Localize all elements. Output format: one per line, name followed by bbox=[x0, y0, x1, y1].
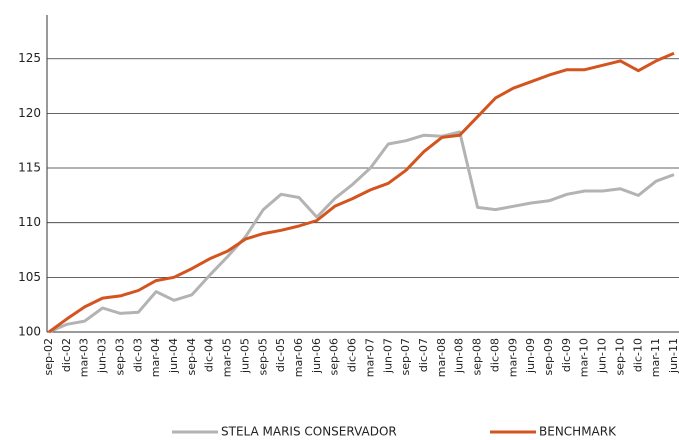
x-tick-label: sep-07 bbox=[399, 338, 412, 375]
x-tick-label: mar-05 bbox=[221, 338, 234, 377]
x-tick-label: mar-11 bbox=[649, 338, 662, 377]
x-tick-label: mar-06 bbox=[292, 338, 305, 377]
x-tick-label: jun-07 bbox=[381, 338, 394, 374]
x-tick-label: sep-10 bbox=[613, 338, 626, 375]
x-tick-label: dic-04 bbox=[203, 338, 216, 372]
x-tick-label: dic-05 bbox=[274, 338, 287, 372]
y-tick-label: 125 bbox=[18, 51, 41, 65]
x-tick-label: jun-10 bbox=[596, 338, 609, 374]
x-tick-label: dic-07 bbox=[417, 338, 430, 372]
x-tick-label: sep-03 bbox=[113, 338, 126, 375]
y-tick-label: 100 bbox=[18, 325, 41, 339]
legend-label: STELA MARIS CONSERVADOR bbox=[221, 425, 397, 439]
x-tick-label: sep-04 bbox=[185, 338, 198, 375]
x-tick-label: dic-09 bbox=[560, 338, 573, 372]
x-tick-label: sep-02 bbox=[42, 338, 55, 375]
x-tick-label: dic-08 bbox=[488, 338, 501, 372]
x-tick-label: sep-08 bbox=[471, 338, 484, 375]
series-line bbox=[48, 130, 675, 334]
y-tick-label: 120 bbox=[18, 106, 41, 120]
x-tick-label: jun-06 bbox=[310, 338, 323, 374]
x-tick-label: jun-04 bbox=[167, 338, 180, 374]
x-tick-label: mar-03 bbox=[78, 338, 91, 377]
x-tick-label: sep-06 bbox=[328, 338, 341, 375]
x-tick-label: mar-08 bbox=[435, 338, 448, 377]
x-tick-label: jun-11 bbox=[667, 338, 679, 374]
x-tick-label: dic-06 bbox=[346, 338, 359, 372]
x-tick-label: mar-07 bbox=[363, 338, 376, 377]
x-tick-label: jun-03 bbox=[96, 338, 109, 374]
x-tick-label: sep-09 bbox=[542, 338, 555, 375]
legend-label: BENCHMARK bbox=[539, 425, 617, 439]
y-tick-label: 110 bbox=[18, 215, 41, 229]
x-tick-label: mar-09 bbox=[506, 338, 519, 377]
x-tick-label: jun-05 bbox=[238, 338, 251, 374]
x-tick-label: dic-03 bbox=[131, 338, 144, 372]
x-tick-label: jun-08 bbox=[453, 338, 466, 374]
x-tick-label: mar-04 bbox=[149, 338, 162, 377]
series-line bbox=[48, 51, 675, 334]
x-tick-label: sep-05 bbox=[256, 338, 269, 375]
y-tick-label: 115 bbox=[18, 161, 41, 175]
x-tick-label: mar-10 bbox=[578, 338, 591, 377]
x-tick-label: dic-10 bbox=[631, 338, 644, 372]
x-tick-label: jun-09 bbox=[524, 338, 537, 374]
y-tick-label: 105 bbox=[18, 270, 41, 284]
x-tick-label: dic-02 bbox=[60, 338, 73, 372]
